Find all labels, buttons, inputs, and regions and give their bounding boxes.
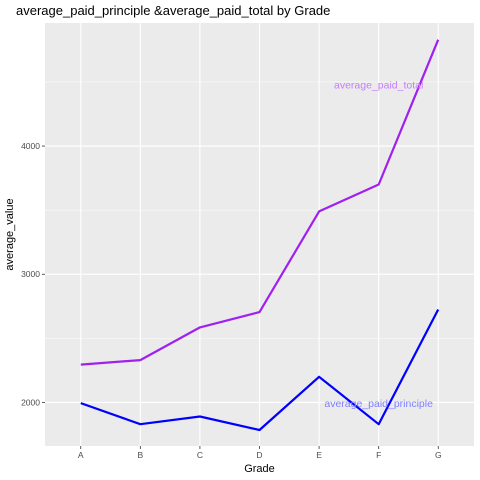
y-axis-title: average_value xyxy=(4,198,16,270)
x-tick-label: A xyxy=(78,450,84,460)
annotations: average_paid_total average_paid_principle xyxy=(324,80,433,411)
y-tick-label: 4000 xyxy=(21,141,40,151)
y-axis-ticks: 2000 3000 4000 xyxy=(21,141,45,407)
x-tick-label: F xyxy=(376,450,381,460)
x-tick-label: E xyxy=(316,450,322,460)
x-tick-label: B xyxy=(137,450,143,460)
y-tick-label: 2000 xyxy=(21,397,40,407)
series-lines xyxy=(80,39,440,432)
grid-lines xyxy=(45,23,474,446)
annotation-label: average_paid_principle xyxy=(324,398,433,410)
series-line-average_paid_principle xyxy=(80,308,440,432)
x-tick-label: G xyxy=(435,450,442,460)
y-tick-label: 3000 xyxy=(21,269,40,279)
x-tick-label: C xyxy=(197,450,203,460)
chart-title: average_paid_principle &average_paid_tot… xyxy=(16,3,330,18)
annotation-label: average_paid_total xyxy=(334,80,423,92)
x-tick-label: D xyxy=(256,450,262,460)
x-axis-ticks: A B C D E F G xyxy=(78,446,442,460)
x-axis-title: Grade xyxy=(244,463,275,475)
series-line-average_paid_total xyxy=(80,39,440,366)
